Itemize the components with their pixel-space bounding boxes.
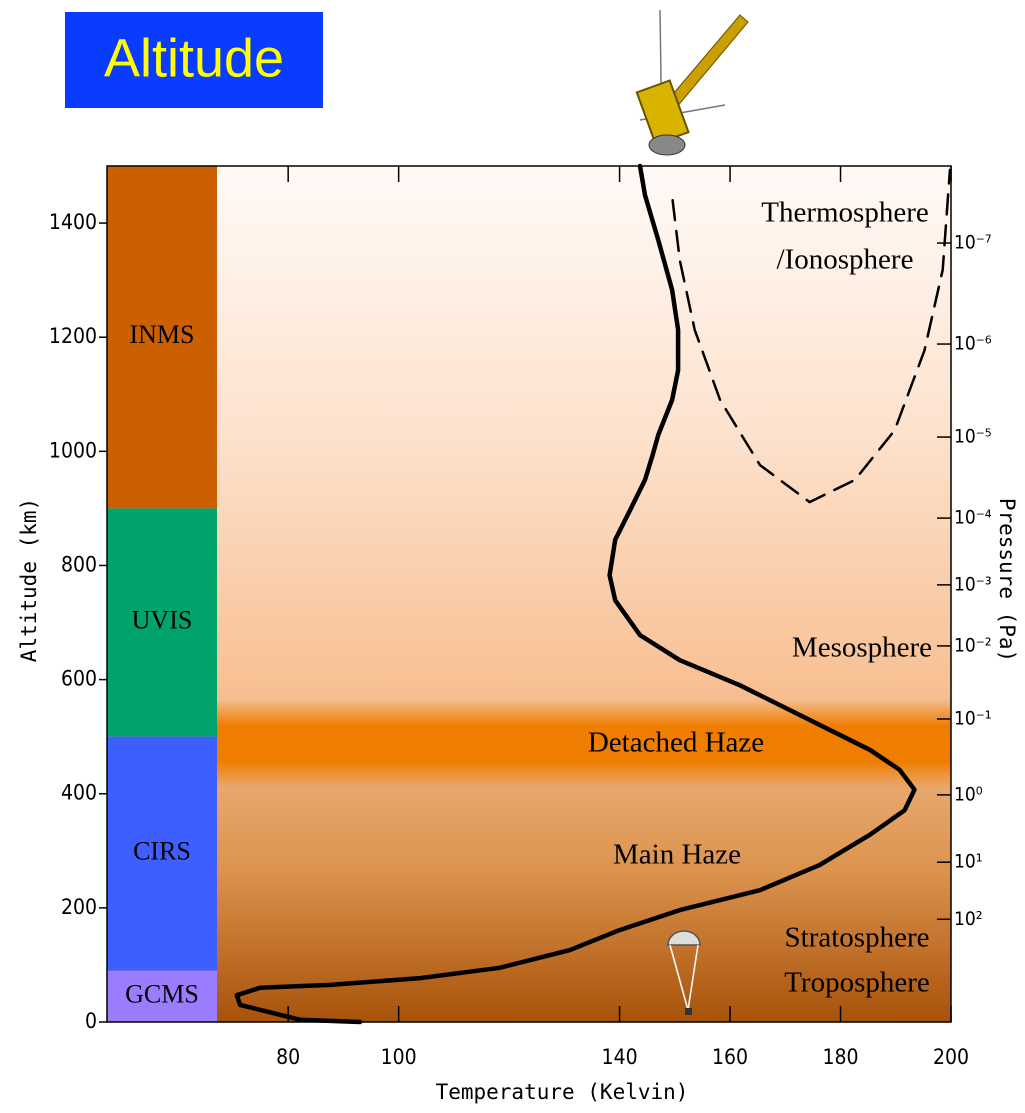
- y2-tick-label: 10¹: [954, 851, 983, 873]
- marks: [107, 163, 952, 1025]
- x-tick-label: 160: [712, 1045, 748, 1069]
- x-tick-label: 180: [822, 1045, 858, 1069]
- profile-line: [234, 163, 917, 1025]
- x-tick-label: 80: [276, 1045, 300, 1069]
- y-tick-label: 400: [61, 781, 97, 805]
- instrument-label: CIRS: [133, 837, 191, 866]
- x-axis-label: Temperature (Kelvin): [436, 1080, 689, 1104]
- y-tick-label: 1000: [49, 438, 97, 462]
- probe: [667, 930, 701, 1015]
- instrument-label: UVIS: [132, 606, 193, 635]
- annotation: Detached Haze: [588, 727, 764, 759]
- y2-axis-label: Pressure (Pa): [995, 498, 1019, 662]
- y-tick-label: 800: [61, 552, 97, 576]
- y2-tick-label: 10⁻⁴: [954, 507, 992, 529]
- instrument-band: [107, 970, 217, 1022]
- x-tick-label: 140: [602, 1045, 638, 1069]
- y-tick-label: 200: [61, 895, 97, 919]
- instrument-band: [107, 166, 217, 509]
- y2-tick-label: 10⁻¹: [954, 707, 992, 729]
- instrument-band: [107, 508, 217, 737]
- x-tick-label: 100: [381, 1045, 417, 1069]
- y2-tick-label: 10⁻⁷: [954, 232, 992, 254]
- y2-tick-label: 10⁻⁶: [954, 333, 992, 355]
- y2-tick-label: 10⁰: [954, 783, 983, 805]
- annotation: /Ionosphere: [777, 244, 914, 276]
- instrument-label: GCMS: [125, 979, 199, 1008]
- y-tick-label: 600: [61, 667, 97, 691]
- y2-tick-label: 10⁻³: [954, 573, 992, 595]
- y-tick-label: 0: [85, 1009, 97, 1033]
- x-tick-label: 200: [933, 1045, 969, 1069]
- title-box: [65, 12, 323, 108]
- plot-frame: [106, 165, 952, 1023]
- spacecraft: [635, 9, 749, 156]
- annotation: Mesosphere: [792, 632, 932, 664]
- y2-tick-label: 10²: [954, 908, 983, 930]
- profile-line: [671, 168, 952, 504]
- annotation: Troposphere: [784, 967, 930, 999]
- instrument-band: [107, 736, 217, 971]
- annotation: Thermosphere: [761, 197, 929, 229]
- y-tick-label: 1400: [49, 210, 97, 234]
- instrument-label: INMS: [129, 320, 194, 349]
- chart-title: Altitude: [104, 28, 284, 88]
- plot-background: [107, 166, 951, 1022]
- y-axis-label: Altitude (km): [17, 498, 41, 662]
- y2-tick-label: 10⁻²: [954, 634, 992, 656]
- y-tick-label: 1200: [49, 324, 97, 348]
- annotation: Stratosphere: [785, 922, 930, 954]
- haze-band: [217, 700, 951, 788]
- y2-tick-label: 10⁻⁵: [954, 426, 992, 448]
- annotation: Main Haze: [613, 839, 741, 871]
